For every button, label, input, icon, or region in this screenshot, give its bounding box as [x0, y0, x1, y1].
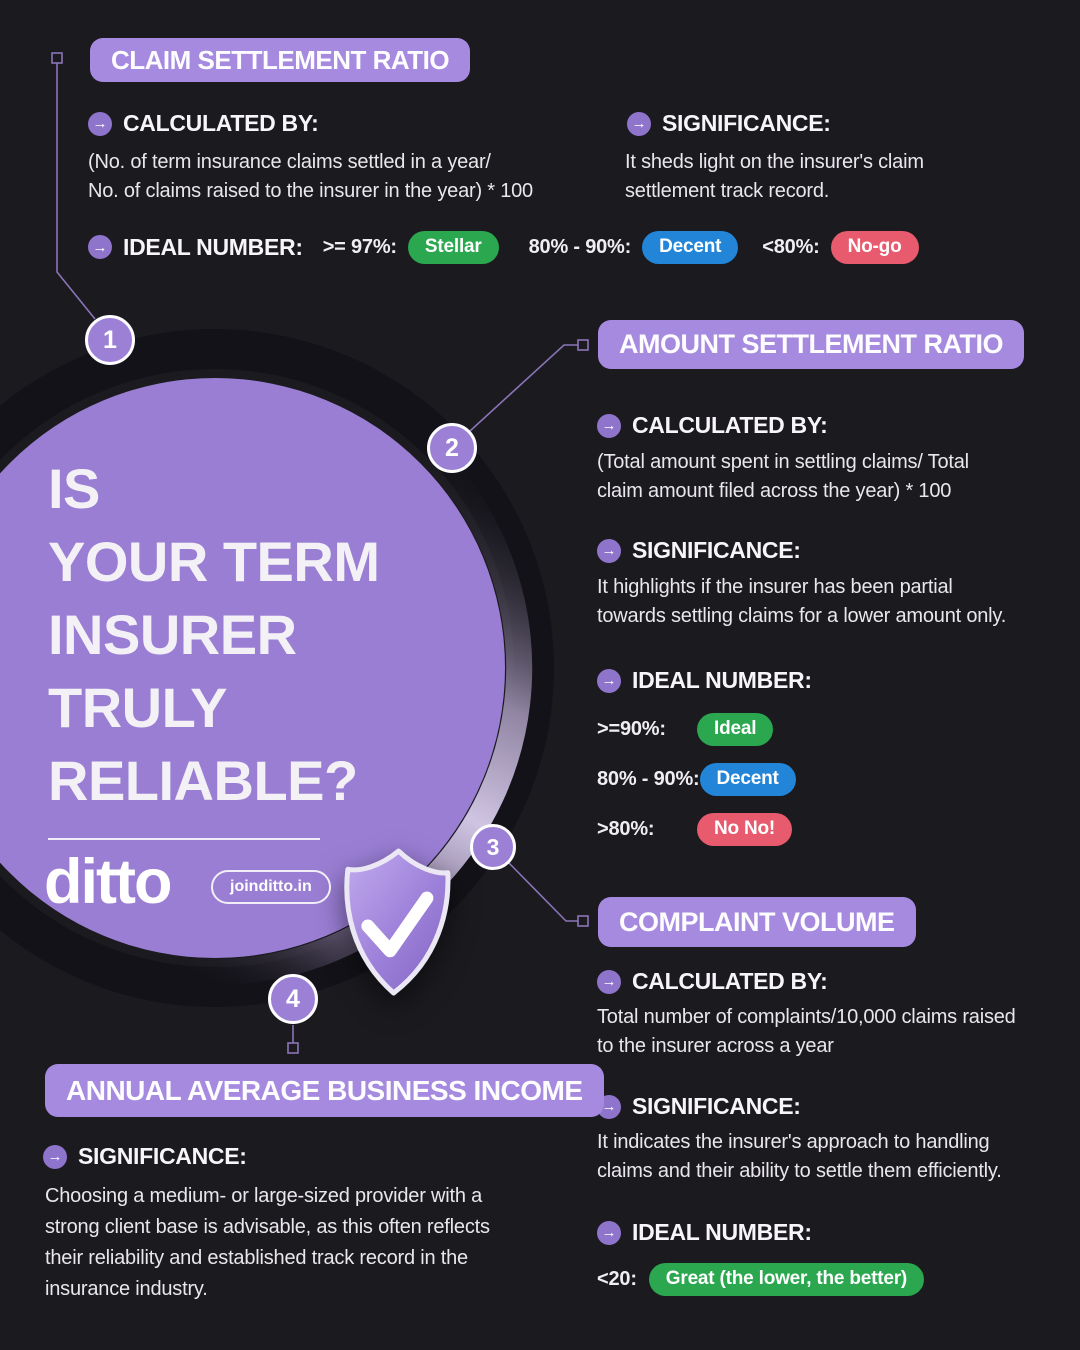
step-marker-4-label: 4 — [286, 984, 300, 1013]
amount-rating-range-1: >=90%: — [597, 717, 666, 740]
claim-ideal-number-row: → IDEAL NUMBER: >= 97%: Stellar 80% - 90… — [88, 230, 919, 264]
arrow-bullet-icon: → — [627, 111, 651, 136]
amount-rating-badge-decent: Decent — [699, 762, 796, 796]
ideal-number-label: IDEAL NUMBER: — [123, 233, 303, 260]
claim-rating-badge-stellar: Stellar — [407, 230, 499, 264]
shield-check-icon — [344, 848, 451, 996]
claim-significance-text: It sheds light on the insurer's claim se… — [625, 151, 924, 202]
significance-label: SIGNIFICANCE: — [632, 537, 801, 563]
arrow-bullet-icon: → — [88, 235, 112, 259]
ideal-number-label: IDEAL NUMBER: — [632, 1219, 812, 1245]
arrow-bullet-icon: → — [88, 111, 112, 136]
step-marker-4: 4 — [268, 974, 318, 1024]
amount-rating-range-3: >80%: — [597, 817, 655, 840]
ditto-logo: ditto — [44, 847, 172, 917]
complaint-calculated-by-text: Total number of complaints/10,000 claims… — [597, 1006, 1016, 1057]
amount-significance-row: → SIGNIFICANCE: — [597, 537, 801, 564]
step-marker-3-label: 3 — [486, 833, 500, 860]
claim-rating-range-3: <80%: — [762, 235, 820, 258]
amount-calculated-by-text: (Total amount spent in settling claims/ … — [597, 451, 969, 502]
claim-rating-badge-decent: Decent — [642, 230, 739, 264]
claim-rating-range-2: 80% - 90%: — [528, 235, 632, 258]
complaint-calculated-by-row: → CALCULATED BY: — [597, 968, 828, 995]
complaint-ideal-number-row: → IDEAL NUMBER: — [597, 1219, 812, 1246]
annual-significance-row: → SIGNIFICANCE: — [43, 1143, 247, 1170]
significance-label: SIGNIFICANCE: — [632, 1093, 801, 1119]
claim-settlement-ratio-title: CLAIM SETTLEMENT RATIO — [90, 38, 471, 82]
claim-settlement-ratio-title-text: CLAIM SETTLEMENT RATIO — [111, 44, 450, 75]
complaint-rating-row-great: <20: Great (the lower, the better) — [597, 1262, 925, 1296]
annual-average-business-income-title-text: ANNUAL AVERAGE BUSINESS INCOME — [66, 1074, 583, 1106]
arrow-bullet-icon: → — [597, 668, 621, 693]
complaint-volume-title-text: COMPLAINT VOLUME — [619, 906, 895, 937]
hero-title-line: INSURER — [48, 603, 297, 666]
arrow-bullet-icon: → — [597, 1220, 621, 1245]
step-marker-1: 1 — [85, 315, 135, 365]
complaint-rating-badge-great: Great (the lower, the better) — [648, 1262, 925, 1296]
arrow-bullet-icon: → — [597, 969, 621, 994]
amount-settlement-ratio-title-text: AMOUNT SETTLEMENT RATIO — [619, 329, 1003, 359]
arrow-bullet-icon: → — [597, 413, 621, 438]
amount-rating-row-decent: 80% - 90%: Decent — [597, 762, 796, 796]
complaint-significance-text: It indicates the insurer's approach to h… — [597, 1131, 1002, 1182]
amount-rating-row-ideal: >=90%: Ideal — [597, 712, 774, 746]
complaint-rating-range-1: <20: — [597, 1267, 637, 1290]
hero-title-line: YOUR TERM — [48, 530, 380, 593]
claim-calculated-by-text: (No. of term insurance claims settled in… — [88, 151, 533, 202]
amount-rating-badge-ideal: Ideal — [697, 712, 774, 746]
step-marker-1-label: 1 — [103, 325, 117, 354]
hero-title-line: IS — [48, 457, 100, 520]
annual-significance-text: Choosing a medium- or large-sized provid… — [45, 1185, 490, 1300]
step-marker-2-label: 2 — [445, 433, 459, 462]
amount-rating-row-no-no: >80%: No No! — [597, 812, 793, 846]
annual-average-business-income-title: ANNUAL AVERAGE BUSINESS INCOME — [45, 1064, 604, 1117]
amount-calculated-by-row: → CALCULATED BY: — [597, 412, 828, 439]
hero-divider — [48, 838, 320, 840]
claim-rating-range-1: >= 97%: — [322, 235, 397, 258]
claim-rating-badge-no-go: No-go — [830, 230, 919, 264]
amount-settlement-ratio-title: AMOUNT SETTLEMENT RATIO — [598, 320, 1024, 369]
site-link-badge[interactable]: joinditto.in — [211, 870, 331, 904]
hero-title: IS YOUR TERM INSURER TRULY RELIABLE? — [48, 452, 380, 817]
claim-significance-row: → SIGNIFICANCE: — [627, 110, 831, 137]
ideal-number-label: IDEAL NUMBER: — [632, 667, 812, 693]
complaint-significance-row: → SIGNIFICANCE: — [597, 1093, 801, 1120]
amount-rating-range-2: 80% - 90%: — [597, 767, 700, 790]
calculated-by-label: CALCULATED BY: — [632, 968, 828, 994]
significance-label: SIGNIFICANCE: — [662, 110, 831, 136]
step-marker-3: 3 — [470, 824, 516, 870]
calculated-by-label: CALCULATED BY: — [632, 412, 828, 438]
arrow-bullet-icon: → — [43, 1144, 67, 1169]
calculated-by-label: CALCULATED BY: — [123, 110, 319, 136]
significance-label: SIGNIFICANCE: — [78, 1143, 247, 1169]
step-marker-2: 2 — [427, 423, 477, 473]
claim-calculated-by-row: → CALCULATED BY: — [88, 110, 319, 137]
hero-title-line: TRULY — [48, 676, 228, 739]
complaint-volume-title: COMPLAINT VOLUME — [598, 897, 916, 947]
amount-ideal-number-row: → IDEAL NUMBER: — [597, 667, 812, 694]
amount-rating-badge-no-no: No No! — [697, 812, 793, 846]
hero-title-line: RELIABLE? — [48, 749, 358, 812]
amount-significance-text: It highlights if the insurer has been pa… — [597, 576, 1007, 627]
arrow-bullet-icon: → — [597, 538, 621, 563]
